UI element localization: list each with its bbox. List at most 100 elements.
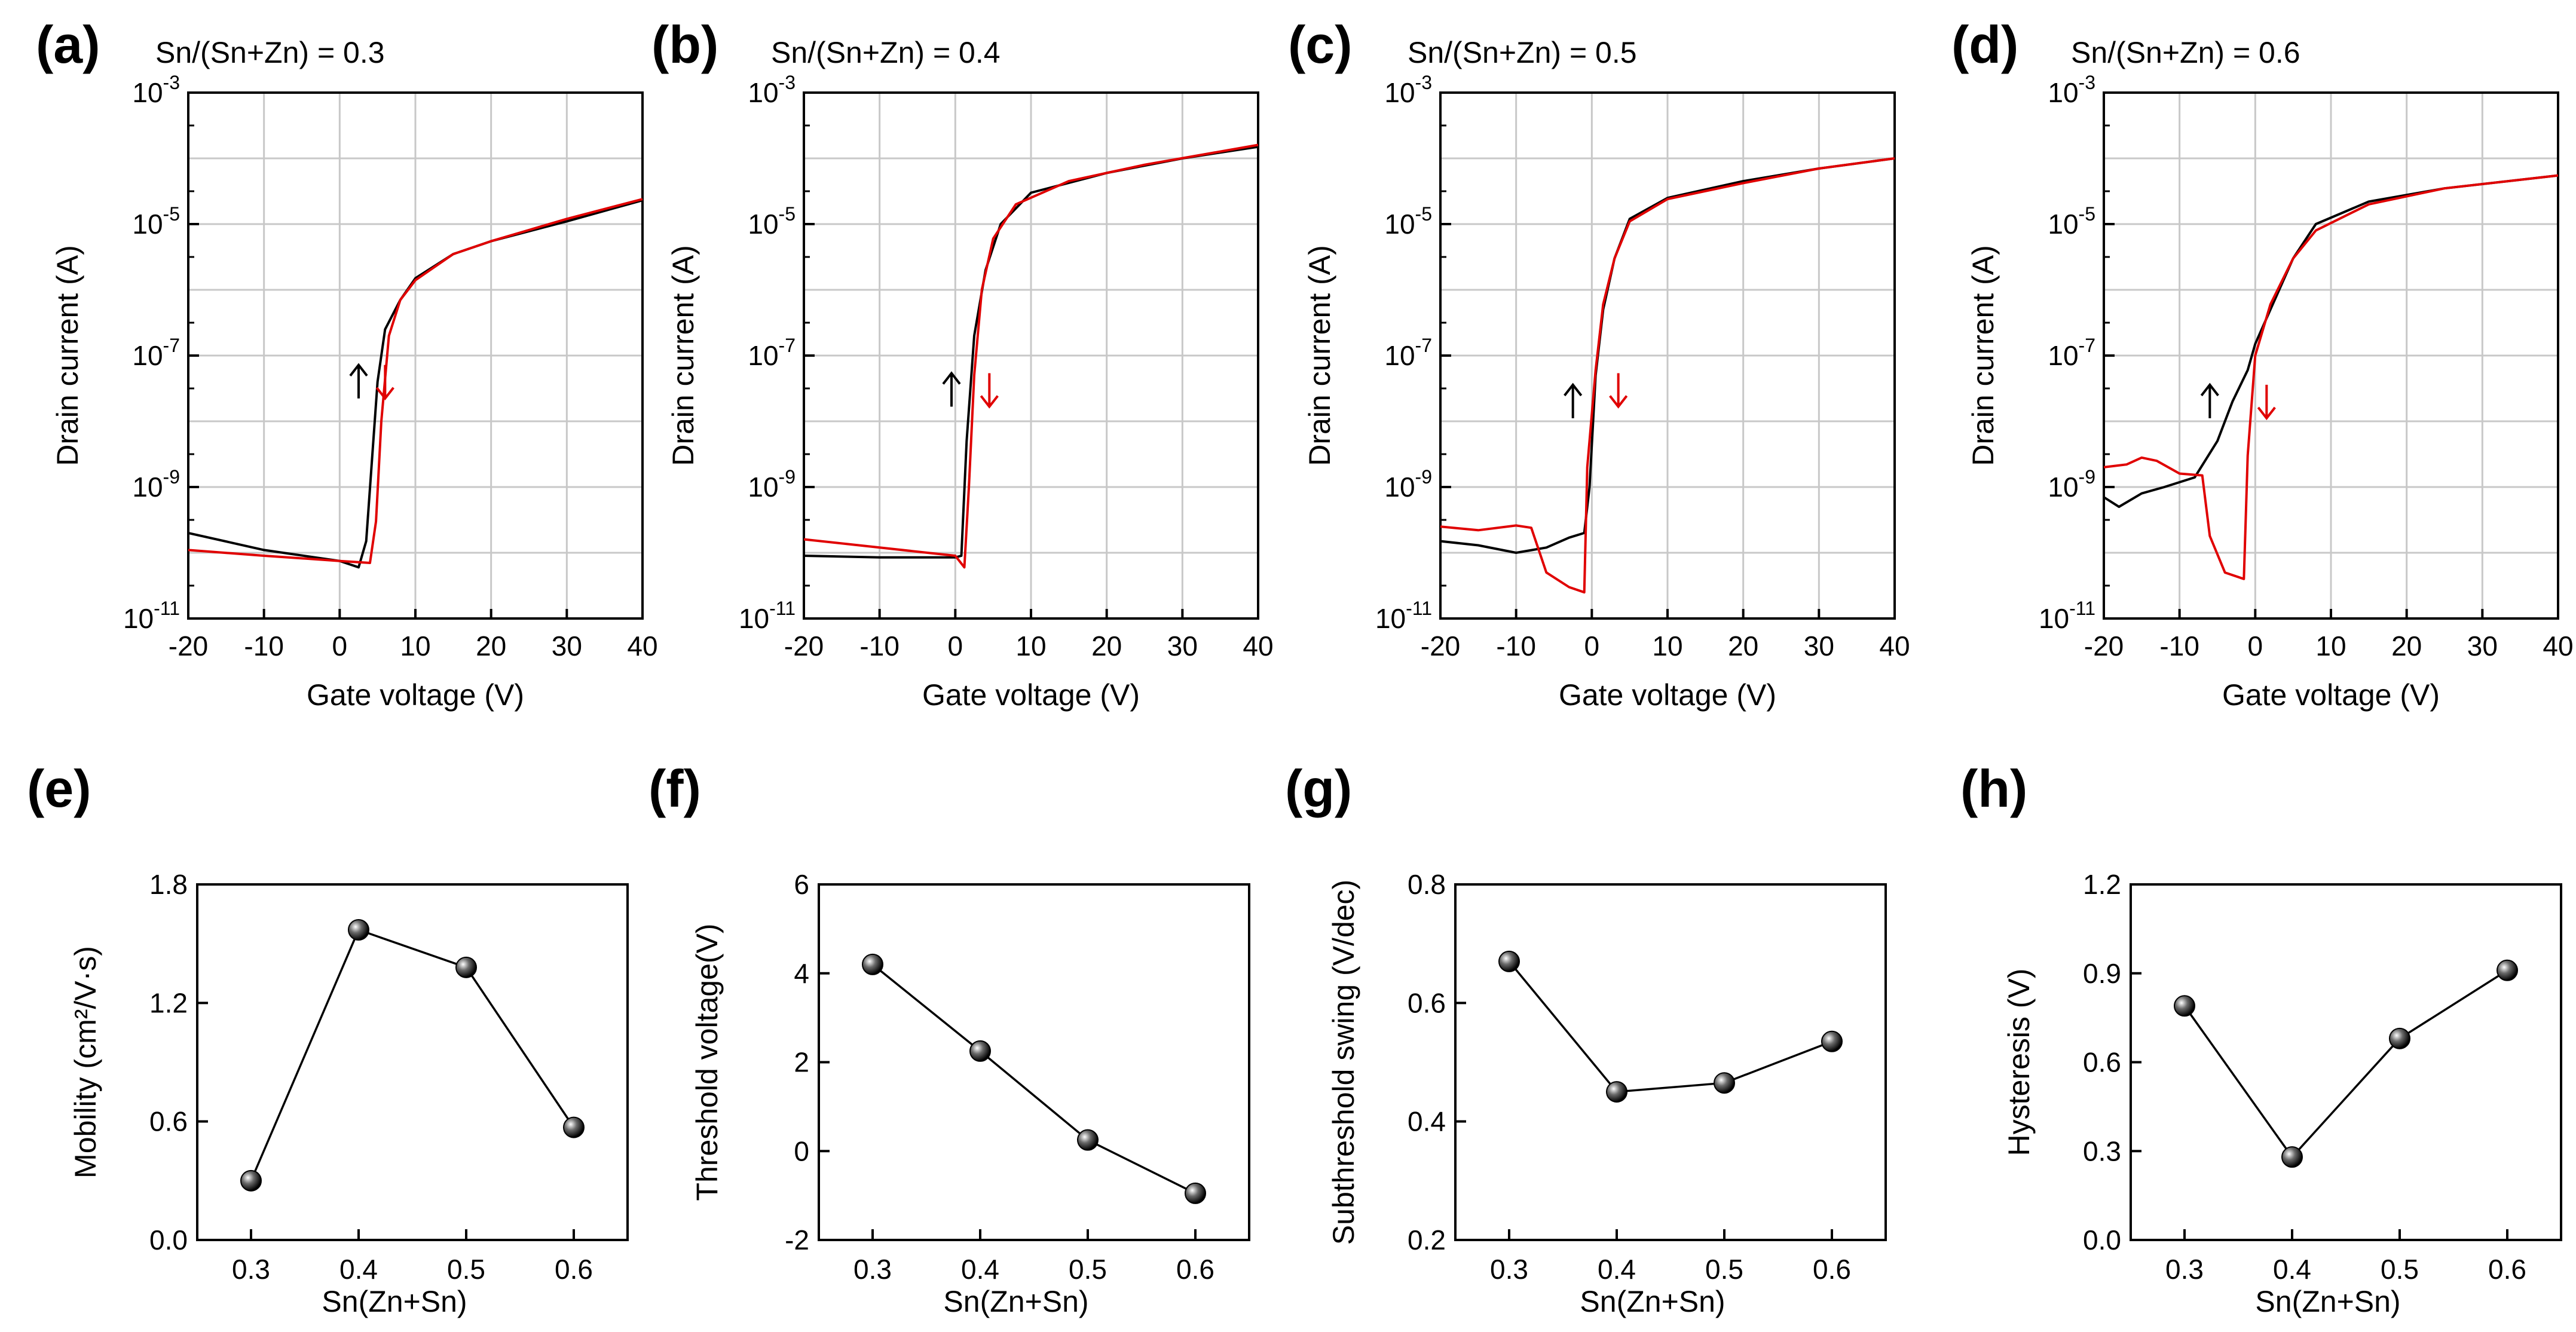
x-tick-label: 0.5 — [1705, 1254, 1743, 1285]
x-axis-label: Sn(Zn+Sn) — [1580, 1285, 1725, 1318]
panel-title: Sn/(Sn+Zn) = 0.6 — [2071, 36, 2300, 69]
panel-label: (c) — [1288, 15, 1353, 74]
panel-label: (f) — [648, 759, 701, 818]
arrow-up — [2200, 382, 2219, 418]
y-tick-label: 10-11 — [2039, 598, 2095, 634]
x-tick-label: 0.4 — [2273, 1254, 2311, 1285]
y-axis-label: Threshold voltage(V) — [690, 923, 724, 1201]
y-tick-label: 0.0 — [149, 1224, 188, 1256]
y-tick-label: 0 — [794, 1135, 809, 1166]
y-tick-label: 10-9 — [1384, 466, 1432, 503]
x-tick-label: 0 — [332, 630, 348, 662]
y-tick-label: 10-5 — [748, 203, 796, 240]
y-tick-label: 10-9 — [132, 466, 180, 503]
panel-label: (e) — [27, 759, 91, 818]
arrow-down — [2257, 384, 2276, 421]
data-line — [871, 963, 1196, 1195]
panel-a: -20 -10 0 10 20 30 40 10-11 10-9 10-7 10-5 10-3 (a) S… — [36, 15, 658, 712]
y-tick-label: 2 — [794, 1047, 809, 1078]
y-tick-label: 6 — [794, 869, 809, 900]
x-tick-label: 0.6 — [1176, 1254, 1214, 1285]
x-tick-label: -20 — [1421, 630, 1460, 662]
arrow-down — [375, 365, 394, 401]
panel-title: Sn/(Sn+Zn) = 0.4 — [771, 36, 1001, 69]
x-tick-label: 0.5 — [447, 1254, 485, 1285]
y-tick-label: 0.2 — [1408, 1224, 1446, 1256]
y-axis-label: Hysteresis (V) — [2002, 969, 2036, 1156]
data-line — [2183, 969, 2508, 1159]
y-tick-label: 4 — [794, 958, 809, 989]
y-tick-label: -2 — [785, 1224, 809, 1256]
data-point — [563, 1116, 585, 1138]
y-tick-label: 10-5 — [1384, 203, 1432, 240]
series-reverse — [188, 198, 643, 564]
data-point — [2174, 995, 2195, 1017]
y-tick-label: 10-9 — [748, 466, 796, 503]
y-tick-label: 10-11 — [739, 598, 796, 634]
y-tick-label: 10-7 — [1384, 335, 1432, 371]
y-axis-label: Drain current (A) — [51, 245, 84, 466]
panel-b: -20 -10 0 10 20 30 40 10-11 10-9 10-7 10-5 10-3 (b) S… — [651, 15, 1274, 712]
data-point — [348, 919, 369, 941]
x-tick-label: 0.4 — [961, 1254, 999, 1285]
arrow-down — [1609, 373, 1628, 409]
y-tick-label: 10-5 — [132, 203, 180, 240]
arrow-up — [942, 371, 961, 407]
x-tick-label: 10 — [1015, 630, 1046, 662]
y-tick-label: 10-7 — [748, 335, 796, 371]
data-point — [862, 953, 883, 975]
x-tick-label: -20 — [169, 630, 208, 662]
x-tick-label: 30 — [552, 630, 582, 662]
x-tick-label: 40 — [627, 630, 657, 662]
y-tick-label: 10-9 — [2048, 466, 2095, 503]
series-reverse — [1440, 157, 1895, 594]
plot-frame — [818, 883, 1250, 1241]
data-point — [1077, 1129, 1099, 1151]
data-point — [1498, 950, 1520, 972]
y-tick-label: 0.0 — [2083, 1224, 2121, 1256]
series-reverse — [2103, 174, 2559, 580]
x-tick-label: 40 — [1243, 630, 1273, 662]
plot-frame — [196, 883, 629, 1241]
y-tick-label: 0.8 — [1408, 869, 1446, 900]
y-axis-label: Drain current (A) — [1966, 245, 2000, 466]
x-tick-label: 0.6 — [555, 1254, 593, 1285]
x-tick-label: 0.4 — [339, 1254, 378, 1285]
data-point — [2281, 1146, 2303, 1168]
y-tick-label: 10-7 — [2048, 335, 2095, 371]
arrow-up — [349, 363, 368, 399]
panel-c: -20 -10 0 10 20 30 40 10-11 10-9 10-7 10-5 10-3 (c) S… — [1288, 15, 1910, 712]
x-tick-label: 0.3 — [2165, 1254, 2204, 1285]
y-axis-label: Drain current (A) — [666, 245, 700, 466]
x-tick-label: -10 — [2159, 630, 2199, 662]
data-line — [1508, 960, 1832, 1093]
data-point — [2389, 1027, 2410, 1049]
y-tick-label: 10-3 — [748, 72, 796, 108]
y-tick-label: 1.2 — [149, 987, 188, 1018]
panel-label: (b) — [651, 15, 718, 74]
data-point — [455, 956, 477, 978]
x-tick-label: 0.3 — [232, 1254, 270, 1285]
panel-h: 0.3 0.4 0.5 0.6 0.0 0.3 0.6 0.9 1.2 (h) Sn(Zn+Sn) H… — [1960, 759, 2562, 1318]
y-axis-label: Mobility (cm²/V·s) — [69, 946, 102, 1178]
panel-e: 0.3 0.4 0.5 0.6 0.0 0.6 1.2 1.8 (e) Sn(Zn+Sn) Mobi… — [27, 759, 629, 1318]
x-tick-label: 30 — [1167, 630, 1198, 662]
panel-f: 0.3 0.4 0.5 0.6 -2 0 2 4 6 (f) Sn(Zn+Sn) Threshold … — [648, 759, 1250, 1318]
data-point — [1606, 1081, 1627, 1103]
data-line — [250, 928, 575, 1181]
y-tick-label: 10-11 — [1375, 598, 1432, 634]
y-tick-label: 1.2 — [2083, 869, 2121, 900]
x-tick-label: -20 — [784, 630, 824, 662]
panel-g: 0.3 0.4 0.5 0.6 0.2 0.4 0.6 0.8 (g) Sn(Zn+Sn) Subt… — [1285, 759, 1887, 1318]
series-forward — [2103, 174, 2559, 509]
data-point — [2497, 959, 2518, 981]
y-tick-label: 10-5 — [2048, 203, 2095, 240]
y-tick-label: 0.6 — [1408, 987, 1446, 1018]
x-axis-label: Gate voltage (V) — [2222, 678, 2440, 712]
data-point — [1714, 1072, 1735, 1094]
y-tick-label: 0.6 — [149, 1106, 188, 1137]
x-tick-label: 40 — [2543, 630, 2573, 662]
arrow-down — [980, 373, 999, 409]
x-tick-label: -10 — [859, 630, 899, 662]
